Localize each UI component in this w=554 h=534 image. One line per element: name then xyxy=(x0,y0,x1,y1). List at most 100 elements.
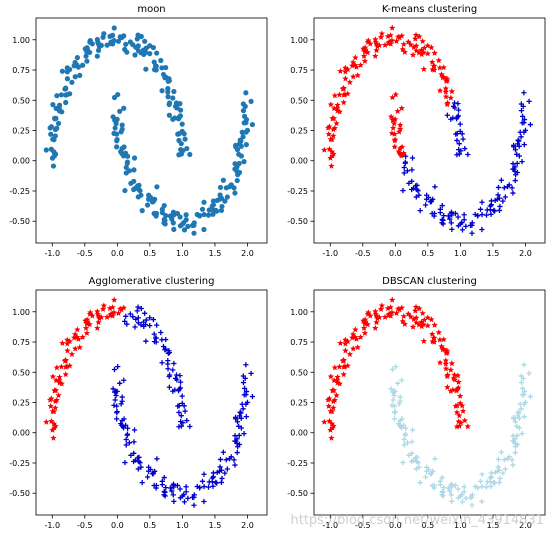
data-point xyxy=(454,372,462,379)
data-point xyxy=(362,318,369,325)
data-point xyxy=(232,462,238,468)
data-point xyxy=(337,339,344,346)
y-tick-label: 0.75 xyxy=(290,338,308,347)
data-point xyxy=(461,484,467,490)
data-point xyxy=(127,39,133,45)
data-point xyxy=(177,379,184,385)
data-point xyxy=(56,373,63,380)
data-point xyxy=(63,92,69,98)
data-point xyxy=(84,318,91,325)
data-point xyxy=(205,212,212,218)
data-point xyxy=(52,126,59,133)
data-point xyxy=(405,38,412,45)
data-point xyxy=(80,62,86,68)
data-point xyxy=(145,196,152,202)
data-point xyxy=(398,152,405,159)
data-point xyxy=(159,88,165,94)
data-point xyxy=(47,402,54,409)
data-point xyxy=(442,357,449,364)
data-point xyxy=(495,456,502,463)
data-point xyxy=(510,190,516,196)
data-point xyxy=(431,49,438,56)
data-point xyxy=(176,403,182,409)
data-point xyxy=(137,460,143,466)
x-tick-label: 1.0 xyxy=(454,521,467,530)
data-point xyxy=(128,452,134,458)
data-point xyxy=(50,434,57,441)
y-tick-label: 0.25 xyxy=(12,127,30,136)
data-point xyxy=(520,375,526,381)
data-point xyxy=(329,115,336,122)
data-point xyxy=(173,372,180,378)
data-point xyxy=(170,95,176,101)
data-point xyxy=(346,351,354,357)
data-point xyxy=(442,365,450,372)
data-point xyxy=(516,415,522,421)
data-point xyxy=(159,478,165,484)
data-point xyxy=(390,389,396,395)
data-point xyxy=(238,410,244,416)
data-point xyxy=(387,310,394,317)
data-point xyxy=(163,64,169,71)
data-point xyxy=(132,324,138,330)
y-tick-label: 1.00 xyxy=(12,308,30,317)
data-point xyxy=(439,202,445,209)
data-point xyxy=(495,192,501,198)
data-point xyxy=(474,485,481,491)
data-point xyxy=(222,198,228,204)
data-point xyxy=(336,363,343,370)
data-point xyxy=(509,185,515,191)
data-point xyxy=(357,333,364,340)
data-point xyxy=(50,136,56,142)
data-point xyxy=(428,316,435,323)
data-point xyxy=(55,392,62,399)
data-point xyxy=(448,492,454,498)
data-point xyxy=(454,402,461,409)
data-point xyxy=(407,313,414,320)
data-point xyxy=(521,142,527,148)
x-tick-label: 2.0 xyxy=(241,249,254,258)
x-tick-label: 0.0 xyxy=(111,521,124,530)
data-point xyxy=(516,153,523,159)
data-point xyxy=(454,131,460,137)
data-point xyxy=(185,495,191,502)
data-point xyxy=(488,474,495,480)
data-point xyxy=(381,41,389,48)
data-point xyxy=(448,220,454,226)
data-point xyxy=(243,90,249,96)
data-point xyxy=(217,184,224,191)
data-point xyxy=(95,319,102,326)
data-point xyxy=(431,482,438,489)
data-point xyxy=(59,339,66,346)
data-point xyxy=(456,412,463,419)
data-point xyxy=(452,105,458,111)
data-point xyxy=(396,401,402,407)
data-point xyxy=(176,409,182,416)
data-point xyxy=(140,47,147,53)
data-point xyxy=(228,182,234,188)
data-point xyxy=(409,51,417,58)
x-tick-label: 2.0 xyxy=(519,249,532,258)
data-point xyxy=(54,93,60,99)
data-point xyxy=(109,39,115,45)
data-point xyxy=(330,126,337,133)
y-tick-label: -0.25 xyxy=(9,459,30,468)
data-point xyxy=(328,434,335,441)
x-tick-label: -1.0 xyxy=(322,521,338,530)
data-point xyxy=(110,386,116,392)
data-point xyxy=(412,303,420,310)
data-point xyxy=(66,338,73,345)
data-point xyxy=(336,91,343,98)
data-point xyxy=(107,33,113,40)
data-point xyxy=(392,403,398,409)
data-point xyxy=(241,159,247,165)
data-point xyxy=(179,121,185,127)
data-point xyxy=(412,31,420,38)
data-point xyxy=(352,326,359,333)
data-point xyxy=(62,357,69,364)
data-point xyxy=(456,151,462,157)
data-point xyxy=(413,194,419,200)
data-point xyxy=(205,484,212,490)
data-point xyxy=(373,40,380,47)
